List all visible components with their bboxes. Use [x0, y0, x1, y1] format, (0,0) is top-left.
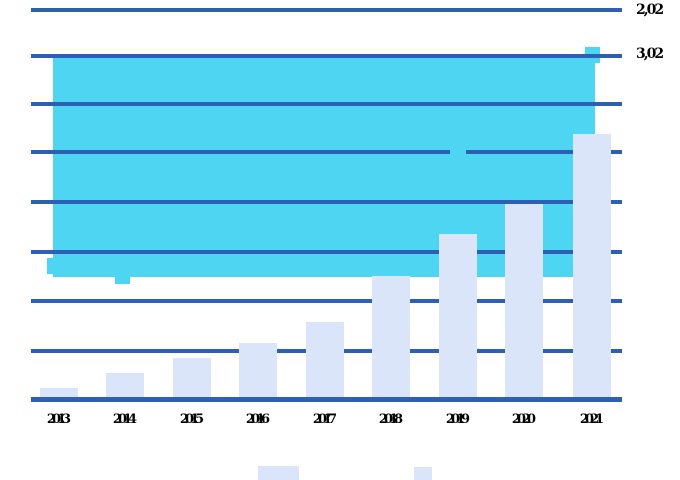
bar-2018: [372, 276, 410, 399]
x-tick-label-2021: 2021: [579, 412, 604, 427]
cyan-main: [53, 57, 595, 277]
bar-2013: [40, 388, 78, 399]
x-tick-label-2019: 2019: [445, 412, 470, 427]
bar-2019: [439, 234, 477, 399]
x-tick-label-2015: 2015: [179, 412, 204, 427]
cyan-tab-bottom: [115, 277, 130, 284]
x-tick-label-2017: 2017: [312, 412, 337, 427]
gridline-4: [466, 150, 622, 154]
bar-2015: [173, 358, 211, 399]
gridline-1: [31, 54, 622, 58]
x-tick-label-2013: 2013: [46, 412, 71, 427]
x-axis-line: [31, 397, 622, 402]
bar-2016: [239, 343, 277, 399]
right-label-1: 3,02: [636, 46, 664, 62]
right-label-0: 2,02: [636, 2, 664, 18]
gridline-0: [31, 8, 622, 12]
bar-2017: [306, 322, 344, 399]
bar-2014: [106, 373, 144, 399]
x-tick-label-2016: 2016: [245, 412, 270, 427]
gridline-2: [31, 102, 622, 106]
gridline-5: [31, 200, 622, 204]
gridline-6: [31, 250, 622, 254]
gridline-3: [31, 150, 450, 154]
bar-2021: [573, 134, 611, 399]
cyan-bump-left: [47, 258, 53, 274]
gridline-7: [31, 299, 622, 303]
bottom-fragment-right: [414, 467, 432, 480]
x-tick-label-2020: 2020: [511, 412, 536, 427]
x-tick-label-2018: 2018: [378, 412, 403, 427]
bar-2020: [505, 204, 543, 399]
x-tick-label-2014: 2014: [112, 412, 137, 427]
bottom-fragment-left: [258, 466, 299, 480]
